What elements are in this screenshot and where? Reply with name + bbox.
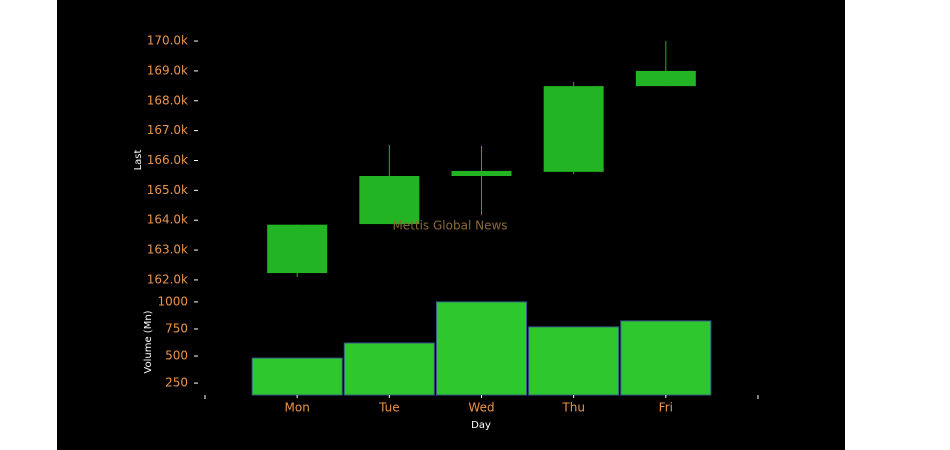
candle-body [451, 170, 512, 177]
y-tick-label: 1000 [157, 294, 188, 308]
y-tick-label: 163.0k [147, 243, 188, 257]
candle-body [359, 176, 420, 225]
y-tick-label: 166.0k [147, 153, 188, 167]
x-tick-label: Thu [561, 401, 585, 415]
bar [620, 320, 712, 396]
y-tick-label: 169.0k [147, 63, 188, 77]
bar [251, 357, 343, 396]
x-tick-label: Mon [285, 401, 310, 415]
y-tick-label: 170.0k [147, 34, 188, 48]
y-tick-label: 167.0k [147, 123, 188, 137]
y-tick-label: 162.0k [147, 272, 188, 286]
y-tick-label: 250 [165, 376, 188, 390]
y-tick-label: 750 [165, 321, 188, 335]
y-tick-label: 500 [165, 349, 188, 363]
y-tick-label: 168.0k [147, 93, 188, 107]
x-tick-label: Wed [468, 401, 494, 415]
bar [528, 326, 620, 396]
y-tick-label: 165.0k [147, 183, 188, 197]
candle-body [267, 224, 328, 274]
y-tick-label: 164.0k [147, 213, 188, 227]
watermark: Mettis Global News [392, 219, 507, 233]
x-tick-label: Tue [378, 401, 400, 415]
bar [343, 342, 435, 396]
bar [436, 301, 527, 396]
candle-body [635, 70, 696, 87]
x-tick-label: Fri [659, 401, 673, 415]
x-axis-label: Day [471, 420, 491, 431]
candle-body [543, 86, 604, 172]
y-axis-label: Last [133, 150, 144, 171]
y-axis-label: Volume (Mn) [143, 310, 154, 373]
